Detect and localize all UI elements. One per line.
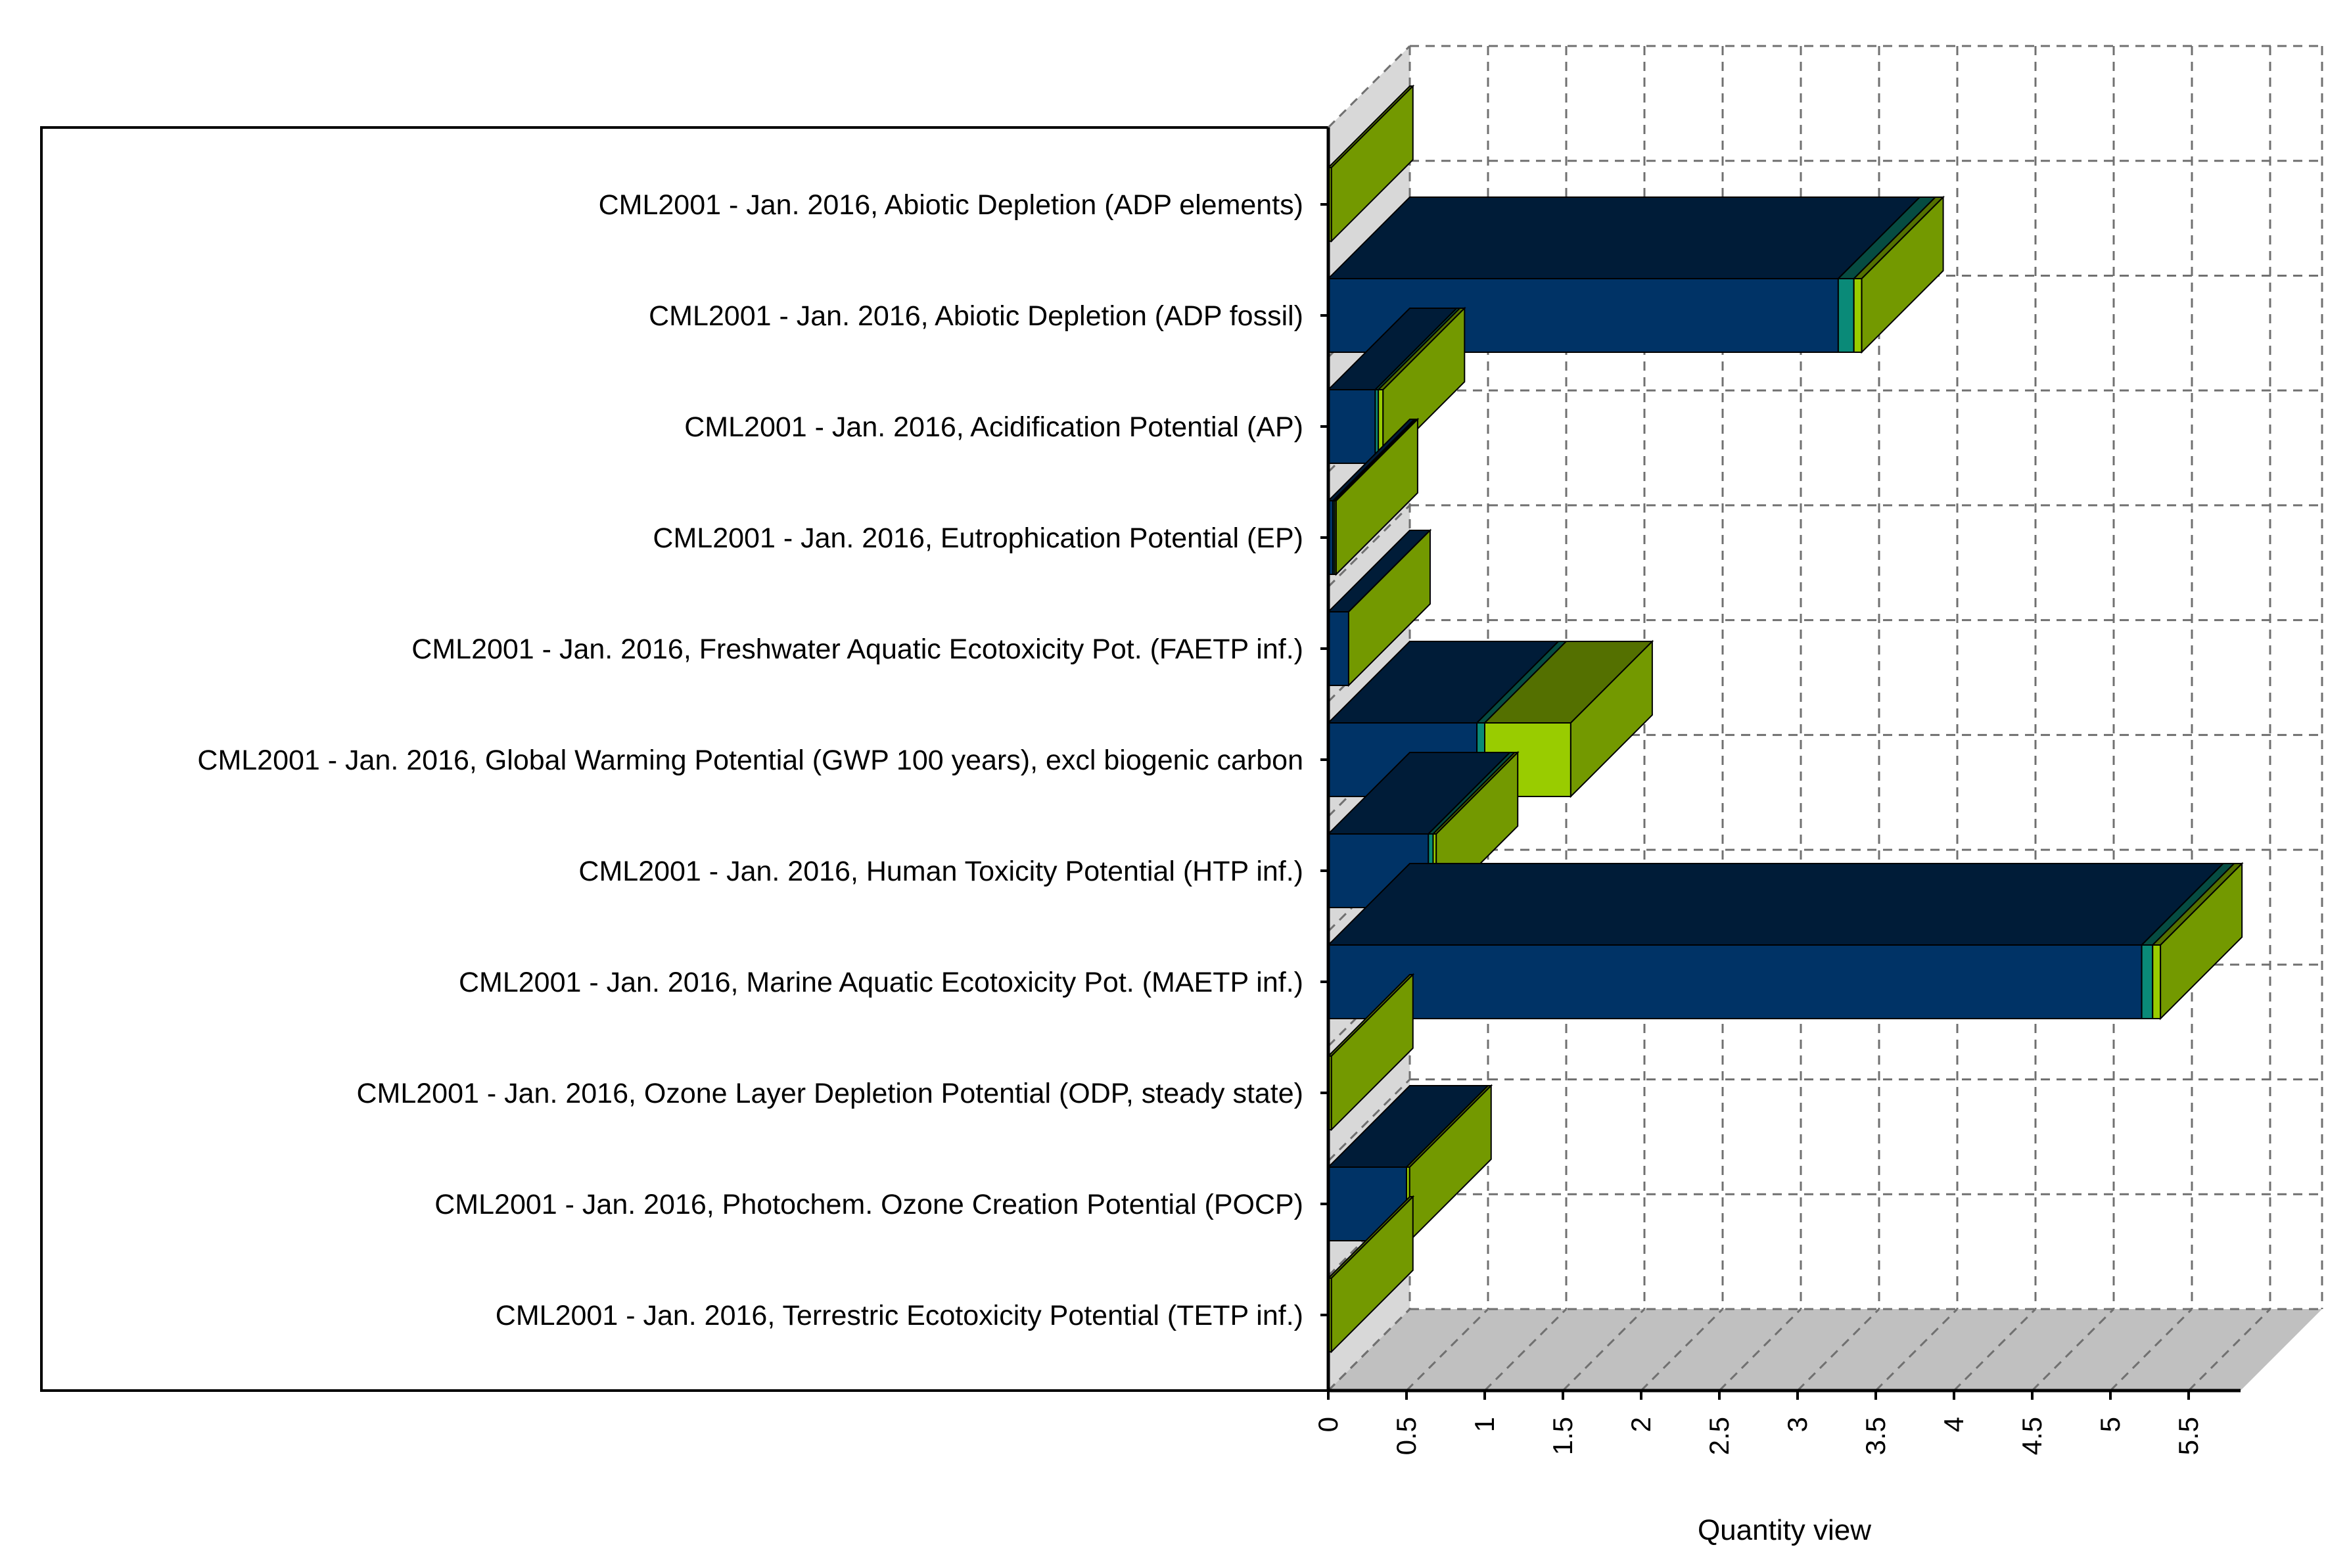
- x-tick-label: 5.5: [2173, 1417, 2204, 1455]
- category-label: CML2001 - Jan. 2016, Marine Aquatic Ecot…: [459, 967, 1303, 998]
- gridline-floor: [1640, 1308, 1724, 1392]
- bar-side: [1570, 639, 1653, 798]
- x-tick-label: 2.5: [1704, 1417, 1734, 1455]
- x-tick-label: 0: [1313, 1417, 1343, 1432]
- bar: [1328, 611, 1349, 686]
- bar-group: [1326, 306, 1466, 465]
- bar: [1837, 278, 1855, 353]
- bar-side: [1335, 417, 1418, 576]
- category-label: CML2001 - Jan. 2016, Human Toxicity Pote…: [578, 856, 1303, 887]
- category-label: CML2001 - Jan. 2016, Freshwater Aquatic …: [411, 634, 1303, 665]
- category-label: CML2001 - Jan. 2016, Global Warming Pote…: [197, 745, 1303, 776]
- bar-group: [1326, 417, 1420, 576]
- x-tick-label: 4: [1938, 1417, 1969, 1432]
- bar: [2141, 944, 2154, 1019]
- bar: [1853, 278, 1863, 353]
- gridline-floor: [1562, 1308, 1646, 1392]
- category-label: CML2001 - Jan. 2016, Abiotic Depletion (…: [649, 300, 1303, 332]
- category-label: CML2001 - Jan. 2016, Acidification Poten…: [684, 411, 1303, 443]
- category-label: CML2001 - Jan. 2016, Ozone Layer Depleti…: [356, 1078, 1303, 1109]
- gridline-floor: [2031, 1308, 2115, 1392]
- gridline-floor: [2109, 1308, 2193, 1392]
- gridline-floor: [2187, 1308, 2271, 1392]
- gridline-floor: [1483, 1308, 1568, 1392]
- bar-group: [1326, 862, 2244, 1021]
- gridline-wall: [1327, 1308, 1411, 1392]
- x-axis-title: Quantity view: [1698, 1514, 1871, 1546]
- bar-side: [1861, 195, 1944, 354]
- bar: [1328, 389, 1376, 464]
- x-tick-label: 0.5: [1391, 1417, 1422, 1455]
- category-label: CML2001 - Jan. 2016, Terrestric Ecotoxic…: [496, 1300, 1303, 1331]
- bar-top: [1326, 196, 1922, 279]
- bar-side: [1382, 306, 1466, 465]
- gridline-floor: [1874, 1308, 1959, 1392]
- x-tick-label: 4.5: [2016, 1417, 2047, 1455]
- bar-side: [1330, 1195, 1414, 1354]
- chart-gridlines: [1327, 45, 2323, 1392]
- gridline-floor: [1718, 1308, 1802, 1392]
- category-label: CML2001 - Jan. 2016, Abiotic Depletion (…: [599, 189, 1303, 221]
- x-tick-label: 2: [1625, 1417, 1656, 1432]
- bar-top: [1326, 863, 2225, 946]
- floor: [1328, 1309, 2322, 1391]
- gridline-wall: [1327, 1078, 1411, 1162]
- x-tick-label: 1.5: [1547, 1417, 1578, 1455]
- bar: [1328, 944, 2143, 1019]
- x-tick-label: 5: [2095, 1417, 2126, 1432]
- chart-bars: [1326, 84, 2244, 1354]
- chart-axes: 0 0.5 1 1.5 2 2.5 3 3.5 4 4.5 5 5.5: [1313, 127, 2241, 1455]
- bar-side: [2160, 862, 2243, 1021]
- bar-side: [1330, 973, 1414, 1132]
- x-tick-label: 3: [1782, 1417, 1813, 1432]
- gridline-floor: [1953, 1308, 2037, 1392]
- bar: [2152, 944, 2162, 1019]
- bar-side: [1347, 528, 1431, 687]
- bar-side: [1330, 84, 1414, 243]
- category-label: CML2001 - Jan. 2016, Photochem. Ozone Cr…: [434, 1189, 1303, 1220]
- bar-group: [1326, 528, 1432, 687]
- gridline-floor: [1796, 1308, 1880, 1392]
- x-tick-label: 3.5: [1860, 1417, 1891, 1455]
- bar-group: [1326, 1084, 1493, 1243]
- category-label: CML2001 - Jan. 2016, Eutrophication Pote…: [653, 522, 1303, 554]
- gridline-floor: [1405, 1308, 1489, 1392]
- chart-category-labels: CML2001 - Jan. 2016, Abiotic Depletion (…: [197, 189, 1303, 1331]
- gridline-wall: [1327, 504, 1411, 588]
- x-tick-label: 1: [1469, 1417, 1500, 1432]
- gridline-wall: [1327, 45, 1411, 129]
